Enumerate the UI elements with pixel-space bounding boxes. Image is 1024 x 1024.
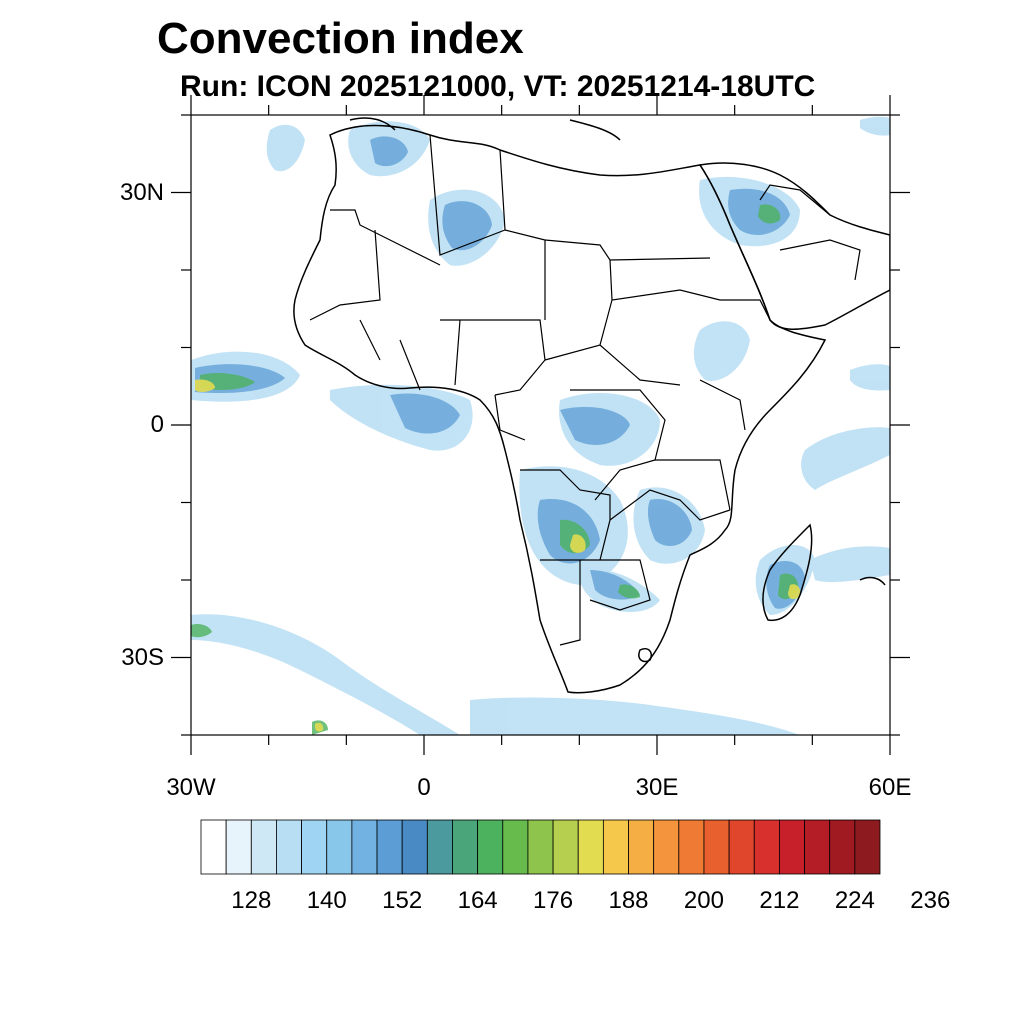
lon-label: 60E xyxy=(868,774,912,801)
colorbar-swatch xyxy=(376,819,403,875)
colorbar-swatch xyxy=(552,819,579,875)
colorbar-label: 188 xyxy=(608,887,649,914)
convection-peak xyxy=(195,379,801,732)
colorbar-label: 224 xyxy=(834,887,875,914)
colorbar-swatch xyxy=(854,819,881,875)
lon-label: 30W xyxy=(166,774,216,801)
colorbar-swatch xyxy=(628,819,655,875)
colorbar-label: 128 xyxy=(231,887,272,914)
colorbar-label: 200 xyxy=(683,887,724,914)
colorbar-swatch xyxy=(728,819,755,875)
lon-label: 30E xyxy=(635,774,679,801)
coastlines xyxy=(293,117,890,694)
colorbar-swatch xyxy=(602,819,629,875)
colorbar-swatch xyxy=(653,819,680,875)
colorbar-swatch xyxy=(804,819,831,875)
plot-title: Convection index xyxy=(157,14,524,63)
colorbar-label: 212 xyxy=(759,887,800,914)
colorbar-swatch xyxy=(301,819,328,875)
colorbar-swatch xyxy=(452,819,479,875)
colorbar-swatch xyxy=(703,819,730,875)
plot-subtitle: Run: ICON 2025121000, VT: 20251214-18UTC xyxy=(180,70,816,103)
lat-label: 0 xyxy=(150,411,164,438)
colorbar-swatch xyxy=(477,819,504,875)
colorbar-swatch xyxy=(426,819,453,875)
country-borders xyxy=(309,134,861,646)
colorbar-swatch xyxy=(326,819,353,875)
colorbar-swatch xyxy=(225,819,252,875)
colorbar-swatch xyxy=(351,819,378,875)
colorbar-swatch xyxy=(577,819,604,875)
axis-ticks xyxy=(171,95,910,755)
colorbar-swatch xyxy=(502,819,529,875)
colorbar-swatch xyxy=(753,819,780,875)
lat-label: 30S xyxy=(121,643,164,671)
colorbar-label: 152 xyxy=(382,887,423,914)
colorbar-swatch xyxy=(401,819,428,875)
colorbar-swatch xyxy=(200,819,227,875)
colorbar-label: 236 xyxy=(910,887,951,914)
colorbar-swatch xyxy=(527,819,554,875)
colorbar-label: 176 xyxy=(533,887,574,914)
lon-label: 0 xyxy=(417,774,431,801)
lat-label: 30N xyxy=(119,178,164,206)
colorbar-label: 164 xyxy=(457,887,498,914)
colorbar-swatch xyxy=(678,819,705,875)
colorbar-label: 140 xyxy=(306,887,347,914)
convection-field xyxy=(191,116,890,735)
colorbar-swatch xyxy=(250,819,277,875)
colorbar-swatch xyxy=(276,819,302,875)
colorbar-swatch xyxy=(779,819,805,875)
colorbar-swatch xyxy=(829,819,856,875)
